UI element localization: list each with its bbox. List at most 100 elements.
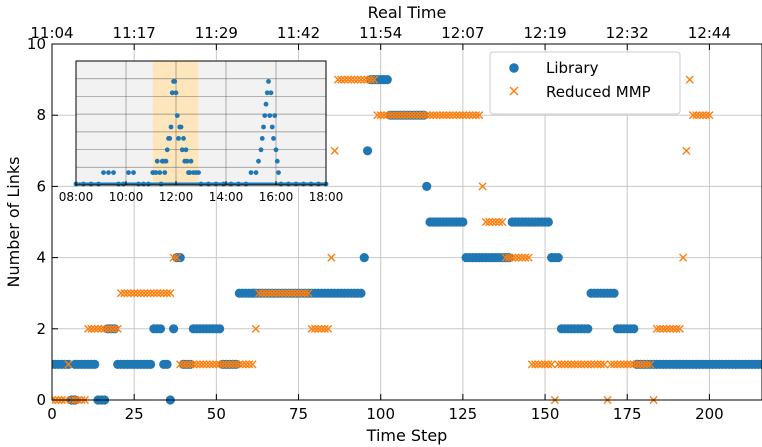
library-point [458, 217, 468, 227]
reduced-mmp-point [228, 360, 237, 369]
reduced-mmp-point [136, 289, 145, 298]
reduced-mmp-point [432, 111, 441, 120]
inset-x-tick-label: 14:00 [209, 190, 244, 204]
reduced-mmp-point [235, 360, 244, 369]
reduced-mmp-point [606, 360, 615, 369]
reduced-mmp-point [544, 360, 553, 369]
legend-marker-library [509, 63, 519, 73]
reduced-mmp-point [87, 324, 96, 333]
reduced-mmp-point [672, 324, 681, 333]
y-tick-label: 8 [36, 106, 46, 124]
reduced-mmp-point [139, 289, 149, 298]
legend-box [489, 51, 681, 115]
reduced-mmp-point [478, 182, 487, 191]
reduced-mmp-point [166, 289, 175, 298]
library-point [422, 181, 432, 191]
reduced-mmp-point [281, 289, 290, 298]
reduced-mmp-point [107, 324, 116, 333]
reduced-mmp-point [386, 111, 395, 120]
inset-library-point [167, 136, 173, 141]
x-tick-label: 25 [125, 405, 144, 423]
reduced-mmp-point [373, 111, 382, 120]
reduced-mmp-point [623, 360, 632, 369]
reduced-mmp-point [442, 111, 451, 120]
inset-library-point [268, 90, 274, 96]
inset-library-point [176, 136, 181, 141]
reduced-mmp-point [475, 111, 484, 120]
x-tick-label: 175 [613, 405, 642, 423]
library-point [543, 217, 553, 227]
reduced-mmp-point [123, 289, 132, 298]
reduced-mmp-point [563, 360, 573, 369]
library-point [215, 324, 225, 334]
reduced-mmp-point [222, 360, 231, 369]
inset-library-point [274, 158, 280, 164]
inset-library-point [262, 113, 268, 118]
inset-library-point [248, 170, 254, 176]
reduced-mmp-point [350, 75, 359, 84]
reduced-mmp-point [225, 360, 234, 369]
inset-x-tick-label: 16:00 [259, 190, 294, 204]
reduced-mmp-point [399, 111, 408, 120]
reduced-mmp-point [199, 360, 208, 369]
reduced-mmp-point [343, 75, 352, 84]
y-tick-label: 6 [36, 177, 46, 195]
main-plot-marks [52, 75, 762, 405]
reduced-mmp-point [113, 324, 122, 333]
reduced-mmp-point [153, 289, 162, 298]
reduced-mmp-point [179, 360, 188, 369]
reduced-mmp-point [215, 360, 224, 369]
reduced-mmp-point [195, 360, 205, 369]
library-point [155, 324, 166, 334]
reduced-mmp-point [218, 360, 228, 369]
reduced-mmp-point [402, 111, 412, 120]
reduced-mmp-point [360, 75, 369, 84]
reduced-mmp-point [593, 360, 602, 369]
reduced-mmp-point [524, 253, 533, 262]
reduced-mmp-point [126, 289, 135, 298]
reduced-mmp-point [294, 289, 303, 298]
legend-label-library: Library [546, 59, 599, 77]
top-tick-label: 11:42 [277, 24, 320, 42]
reduced-mmp-point [149, 289, 158, 298]
reduced-mmp-point [192, 360, 201, 369]
x-tick-label: 200 [695, 405, 724, 423]
reduced-mmp-point [646, 360, 655, 369]
inset-library-point [187, 170, 193, 176]
reduced-mmp-point [688, 111, 698, 120]
reduced-mmp-point [376, 111, 385, 120]
library-point [162, 359, 172, 369]
reduced-mmp-point [639, 360, 648, 369]
inset-x-tick-label: 12:00 [159, 190, 194, 204]
reduced-mmp-point [130, 289, 139, 298]
reduced-mmp-point [547, 360, 556, 369]
inset-library-point [272, 113, 278, 118]
reduced-mmp-point [705, 111, 714, 120]
top-tick-label: 12:07 [441, 24, 484, 42]
reduced-mmp-point [412, 111, 421, 120]
reduced-mmp-point [146, 289, 155, 298]
reduced-mmp-point [613, 360, 622, 369]
reduced-mmp-point [485, 217, 494, 227]
reduced-mmp-point [590, 360, 599, 369]
reduced-mmp-point [291, 289, 300, 298]
library-point [175, 253, 185, 263]
reduced-mmp-point [557, 360, 566, 369]
inset-library-point [157, 170, 163, 176]
inset-library-point [172, 79, 178, 84]
reduced-mmp-point [284, 289, 293, 298]
reduced-mmp-point [656, 324, 665, 333]
x-tick-label: 50 [207, 405, 226, 423]
reduced-mmp-point [301, 289, 310, 298]
inset-library-point [181, 136, 186, 141]
y-tick-label: 0 [36, 391, 46, 409]
reduced-mmp-point [162, 289, 172, 298]
reduced-mmp-point [679, 253, 688, 262]
reduced-mmp-point [521, 253, 530, 262]
top-tick-label: 12:19 [523, 24, 566, 42]
reduced-mmp-point [396, 111, 405, 120]
inset-library-point [174, 113, 180, 118]
reduced-mmp-point [202, 360, 211, 369]
inset-library-point [131, 170, 136, 176]
reduced-mmp-point [379, 111, 389, 120]
